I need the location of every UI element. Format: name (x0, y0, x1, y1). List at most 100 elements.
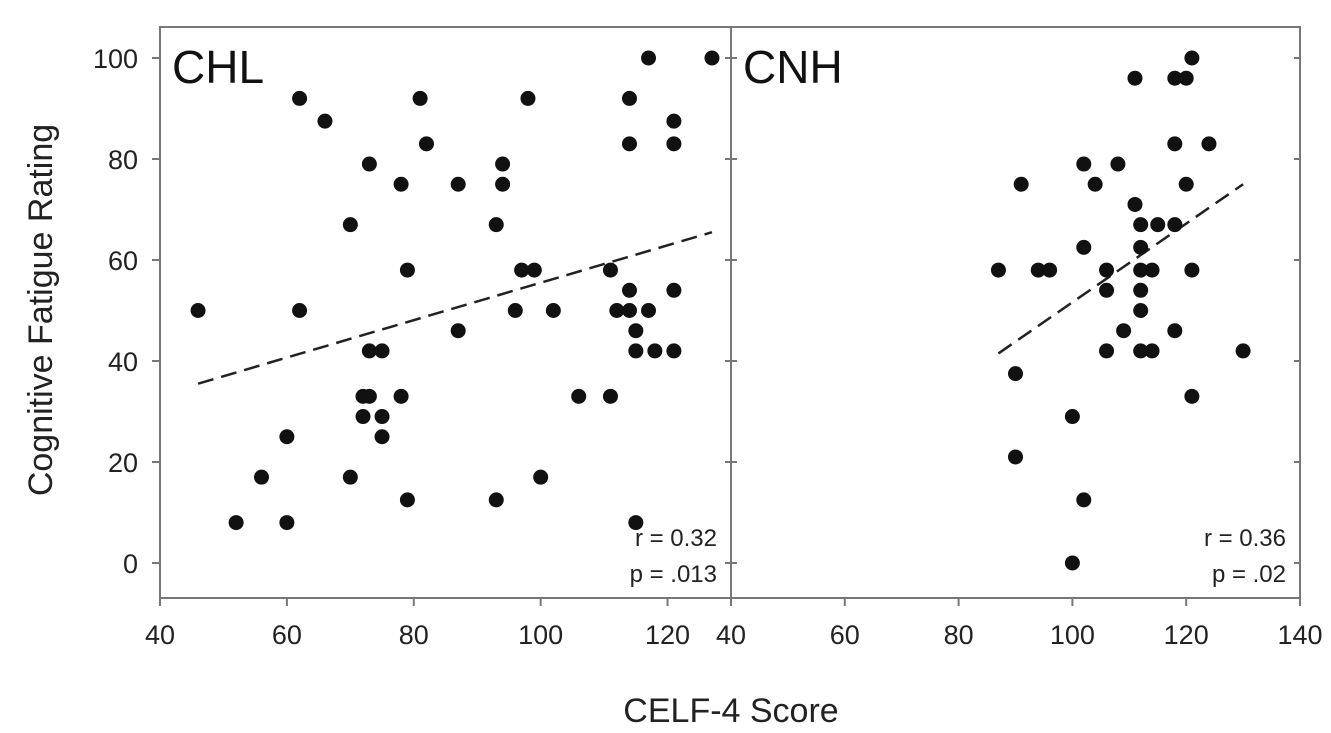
x-tick-label: 100 (518, 620, 563, 650)
data-point (1110, 157, 1125, 172)
data-point (1167, 136, 1182, 151)
x-tick-label: 80 (399, 620, 429, 650)
data-point (419, 136, 434, 151)
stat-p: p = .013 (630, 561, 717, 588)
data-point (520, 91, 535, 106)
data-point (1184, 263, 1199, 278)
data-point (1133, 217, 1148, 232)
stat-r: r = 0.32 (635, 525, 717, 552)
data-point (1065, 556, 1080, 571)
data-point (375, 409, 390, 424)
data-point (1065, 409, 1080, 424)
data-point (1167, 217, 1182, 232)
data-point (1184, 389, 1199, 404)
data-point (622, 91, 637, 106)
data-point (375, 429, 390, 444)
data-point (628, 343, 643, 358)
data-point (191, 303, 206, 318)
x-tick-label: 80 (944, 620, 974, 650)
x-tick-label: 140 (1277, 620, 1322, 650)
data-point (641, 51, 656, 66)
data-point (1099, 283, 1114, 298)
data-point (343, 470, 358, 485)
data-point (489, 492, 504, 507)
data-point (1184, 51, 1199, 66)
plot-frame (731, 27, 1300, 598)
data-point (533, 470, 548, 485)
stat-p: p = .02 (1212, 561, 1286, 588)
data-point (375, 343, 390, 358)
data-point (622, 283, 637, 298)
data-point (1042, 263, 1057, 278)
y-tick-label: 40 (108, 347, 138, 377)
panel-title: CHL (172, 41, 264, 93)
data-point (495, 177, 510, 192)
data-point (1076, 157, 1091, 172)
data-point (279, 429, 294, 444)
x-tick-label: 120 (645, 620, 690, 650)
data-point (647, 343, 662, 358)
panel-chl: 40 60 80 100 120020406080100 CHLr = 0.32p = .… (93, 27, 737, 650)
data-point (622, 303, 637, 318)
data-point (1099, 263, 1114, 278)
panel-title: CNH (743, 41, 843, 93)
data-point (1116, 323, 1131, 338)
data-point (1127, 71, 1142, 86)
data-point (292, 91, 307, 106)
data-point (1150, 217, 1165, 232)
data-point (603, 263, 618, 278)
data-point (1133, 283, 1148, 298)
data-point (1014, 177, 1029, 192)
data-point (527, 263, 542, 278)
data-point (1145, 263, 1160, 278)
x-tick-label: 60 (830, 620, 860, 650)
data-point (1008, 366, 1023, 381)
stat-r: r = 0.36 (1204, 525, 1286, 552)
data-point (1076, 492, 1091, 507)
data-point (666, 136, 681, 151)
data-point (495, 157, 510, 172)
data-point (704, 51, 719, 66)
data-point (628, 323, 643, 338)
y-tick-label: 100 (93, 44, 138, 74)
data-point (991, 263, 1006, 278)
data-point (1088, 177, 1103, 192)
data-point (317, 114, 332, 129)
data-point (641, 303, 656, 318)
data-point (279, 515, 294, 530)
data-point (1179, 71, 1194, 86)
data-point (666, 343, 681, 358)
y-tick-label: 0 (123, 549, 138, 579)
data-point (622, 136, 637, 151)
data-point (508, 303, 523, 318)
y-axis-title: Cognitive Fatigue Rating (22, 124, 60, 496)
data-point (666, 114, 681, 129)
data-point (1099, 343, 1114, 358)
data-point (546, 303, 561, 318)
data-point (254, 470, 269, 485)
data-point (603, 389, 618, 404)
data-point (571, 389, 586, 404)
x-tick-label: 40 (716, 620, 746, 650)
data-point (362, 157, 377, 172)
data-point (1167, 323, 1182, 338)
x-tick-label: 60 (272, 620, 302, 650)
data-point (1008, 449, 1023, 464)
data-point (229, 515, 244, 530)
data-point (489, 217, 504, 232)
data-point (1201, 136, 1216, 151)
data-point (413, 91, 428, 106)
x-tick-label: 100 (1050, 620, 1095, 650)
data-point (1133, 240, 1148, 255)
data-point (1127, 197, 1142, 212)
data-point (362, 389, 377, 404)
data-point (451, 177, 466, 192)
data-point (394, 177, 409, 192)
y-tick-label: 60 (108, 246, 138, 276)
x-axis-title: CELF-4 Score (623, 692, 838, 730)
data-point (394, 389, 409, 404)
panel-cnh: 40 60 80 100 120 140 CNH r = 0.36 p = .02 (716, 27, 1323, 650)
data-point (451, 323, 466, 338)
y-tick-label: 20 (108, 448, 138, 478)
